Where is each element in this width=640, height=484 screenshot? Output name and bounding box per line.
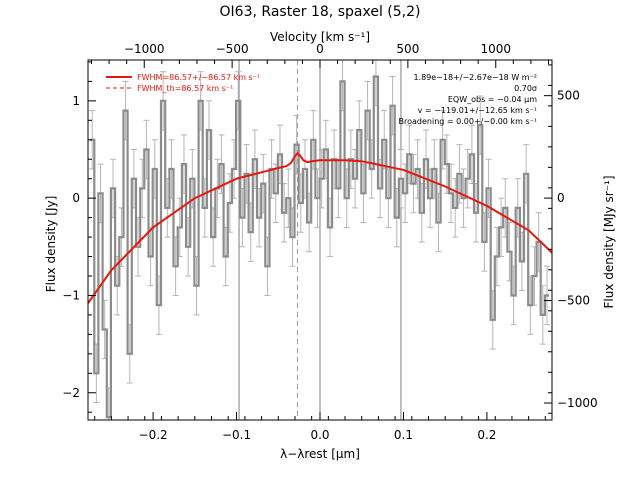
annotation-block: 1.89e−18+/−2.67e−18 W m⁻² 0.70σ EQW_obs … xyxy=(399,73,538,126)
right-axis-label: Flux density [MJy sr⁻¹] xyxy=(602,175,616,308)
y-tick-label: −2 xyxy=(62,386,80,400)
y-tick-label: 1 xyxy=(72,94,80,108)
spectrum-step-line xyxy=(90,75,550,419)
y-axis-label: Flux density [Jy] xyxy=(44,196,58,293)
x-tick-label: −0.2 xyxy=(139,428,168,442)
annotation-broadening: Broadening = 0.00+/−0.00 km s⁻¹ xyxy=(399,117,537,126)
y2-tick-label: 0 xyxy=(557,191,565,205)
x2-tick-label: −500 xyxy=(216,42,249,56)
chart-title: OI63, Raster 18, spaxel (5,2) xyxy=(220,4,421,20)
y2-tick-label: −1000 xyxy=(557,396,598,410)
x-tick-label: 0.1 xyxy=(394,428,413,442)
plot-inner xyxy=(88,60,552,420)
legend-entry-fwhm-th: FWHM_th=86.57 km s⁻¹ xyxy=(137,84,233,93)
annotation-eqw: EQW_obs = −0.04 μm xyxy=(448,95,537,104)
x-tick-label: 0.2 xyxy=(477,428,496,442)
x-tick-label: −0.1 xyxy=(222,428,251,442)
x2-tick-label: 0 xyxy=(316,42,324,56)
legend-entry-fwhm: FWHM=86.57+/−86.57 km s⁻¹ xyxy=(137,73,260,82)
y-tick-label: −1 xyxy=(62,288,80,302)
annotation-flux: 1.89e−18+/−2.67e−18 W m⁻² xyxy=(413,73,537,82)
y2-tick-label: −500 xyxy=(557,294,590,308)
annotation-sigma: 0.70σ xyxy=(514,84,537,93)
annotation-velocity: v = −119.01+/−12.65 km s⁻¹ xyxy=(418,106,537,115)
plot-area: −0.2 −0.1 0.0 0.1 0.2 −1000 −500 0 500 1000 1 0 −1 −2… xyxy=(62,42,598,442)
y-tick-label: 0 xyxy=(72,191,80,205)
fit-curve xyxy=(88,152,552,304)
x-axis-label: λ−λrest [μm] xyxy=(280,447,360,461)
x-tick-label: 0.0 xyxy=(310,428,329,442)
y2-tick-label: 500 xyxy=(557,89,580,103)
legend: FWHM=86.57+/−86.57 km s⁻¹ FWHM_th=86.57 … xyxy=(106,73,260,93)
x2-tick-label: 500 xyxy=(396,42,419,56)
x2-tick-label: 1000 xyxy=(480,42,511,56)
top-axis-label: Velocity [km s⁻¹] xyxy=(270,30,370,44)
x2-tick-label: −1000 xyxy=(124,42,165,56)
